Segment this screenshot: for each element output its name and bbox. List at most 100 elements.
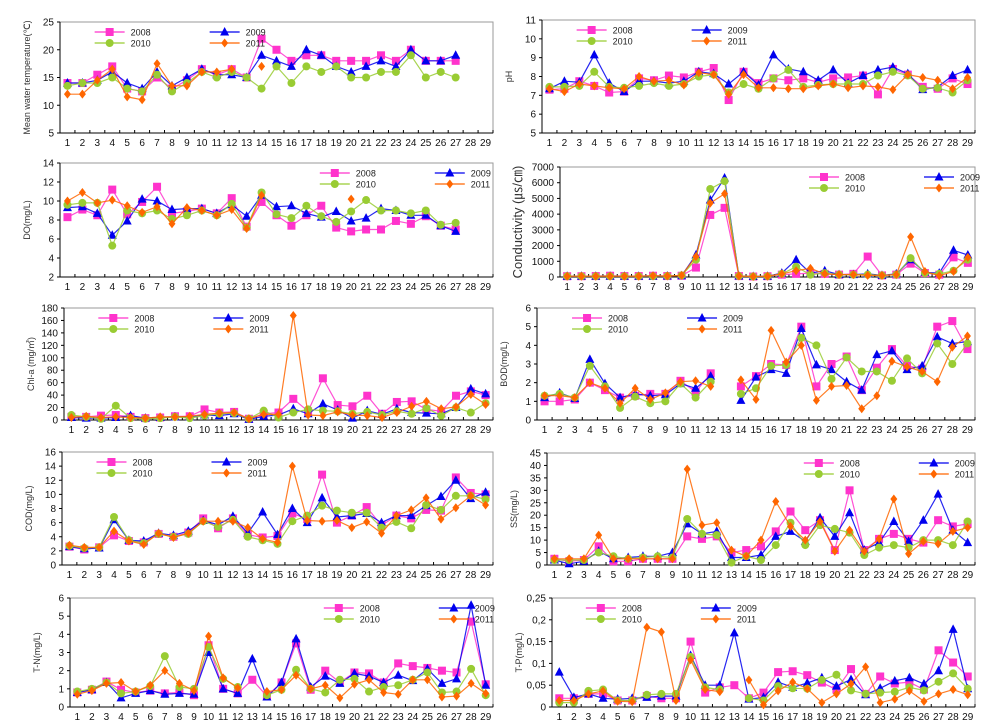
data-point-2011 bbox=[541, 391, 549, 401]
x-tick-label: 8 bbox=[659, 712, 665, 723]
x-tick-label: 12 bbox=[711, 570, 723, 581]
data-point-2010 bbox=[436, 220, 445, 229]
y-tick-label: 10 bbox=[43, 101, 55, 112]
x-tick-label: 25 bbox=[902, 138, 914, 149]
data-point-2008 bbox=[288, 509, 297, 518]
data-point-2008 bbox=[788, 667, 797, 676]
y-tick-label: 10 bbox=[45, 490, 57, 501]
y-tick-label: 0,15 bbox=[527, 637, 547, 648]
x-tick-label: 17 bbox=[305, 712, 317, 723]
data-point-2010 bbox=[876, 688, 885, 697]
y-tick-label: 25 bbox=[43, 18, 55, 29]
data-point-2010 bbox=[706, 185, 715, 193]
data-point-2010 bbox=[857, 367, 866, 376]
data-point-2008 bbox=[467, 617, 476, 626]
y-tick-label: 11 bbox=[526, 16, 537, 27]
x-tick-label: 10 bbox=[198, 570, 210, 581]
data-point-2009 bbox=[919, 678, 929, 688]
data-point-2011 bbox=[184, 528, 192, 538]
y-tick-label: 1 bbox=[58, 684, 64, 695]
legend-label: 2009 bbox=[737, 604, 757, 614]
legend-label: 2009 bbox=[723, 314, 743, 324]
y-tick-label: 8 bbox=[48, 216, 54, 227]
x-tick-label: 28 bbox=[947, 425, 959, 436]
x-tick-label: 10 bbox=[196, 138, 208, 149]
data-point-2011 bbox=[650, 76, 658, 86]
x-tick-label: 18 bbox=[800, 570, 812, 581]
legend-entry-2011: 2011 bbox=[438, 614, 494, 625]
x-tick-label: 3 bbox=[95, 138, 101, 149]
x-tick-label: 9 bbox=[186, 570, 192, 581]
data-point-2011 bbox=[918, 366, 926, 376]
data-point-2011 bbox=[649, 271, 657, 281]
data-point-2011 bbox=[680, 80, 688, 90]
x-tick-label: 7 bbox=[636, 138, 642, 149]
data-point-2010 bbox=[365, 687, 374, 696]
data-point-2010 bbox=[906, 254, 915, 263]
data-point-2010 bbox=[683, 514, 692, 523]
data-point-2009 bbox=[798, 66, 808, 76]
data-point-2011 bbox=[467, 491, 475, 501]
legend-marker bbox=[583, 325, 592, 333]
data-point-2009 bbox=[934, 665, 944, 675]
series-2011 bbox=[63, 187, 355, 234]
y-tick-label: 6000 bbox=[532, 178, 555, 189]
data-point-2009 bbox=[421, 408, 431, 417]
y-tick-label: 4 bbox=[525, 341, 531, 352]
x-tick-label: 4 bbox=[111, 570, 117, 581]
legend-entry-2010: 2010 bbox=[94, 39, 151, 49]
x-tick-label: 15 bbox=[750, 425, 762, 436]
data-point-2011 bbox=[168, 81, 176, 91]
series-line-2011 bbox=[748, 665, 968, 706]
data-point-2010 bbox=[304, 405, 313, 414]
x-tick-label: 1 bbox=[557, 712, 563, 723]
data-point-2011 bbox=[278, 685, 285, 695]
data-point-2009 bbox=[152, 196, 162, 205]
y-tick-label: 16 bbox=[45, 448, 57, 459]
data-point-2010 bbox=[391, 206, 400, 215]
data-point-2008 bbox=[664, 71, 673, 80]
data-point-2011 bbox=[707, 381, 715, 391]
data-point-2011 bbox=[571, 393, 579, 403]
x-tick-label: 2 bbox=[571, 712, 577, 723]
series-2008 bbox=[563, 203, 972, 281]
legend-label: 2008 bbox=[840, 459, 860, 469]
legend-entry-2008: 2008 bbox=[585, 604, 642, 614]
data-point-2011 bbox=[234, 683, 242, 693]
data-point-2011 bbox=[93, 198, 101, 208]
data-point-2009 bbox=[771, 531, 781, 540]
data-point-2010 bbox=[406, 51, 415, 60]
data-point-2010 bbox=[757, 556, 765, 565]
x-tick-label: 4 bbox=[118, 712, 124, 723]
data-point-2008 bbox=[289, 394, 298, 403]
x-tick-label: 23 bbox=[872, 138, 884, 149]
data-point-2011 bbox=[186, 411, 194, 421]
data-point-2011 bbox=[631, 383, 639, 393]
legend-marker bbox=[697, 313, 707, 322]
y-tick-label: 0 bbox=[540, 703, 546, 714]
data-point-2011 bbox=[123, 92, 131, 102]
x-tick-label: 4 bbox=[600, 712, 606, 723]
data-point-2011 bbox=[183, 81, 191, 91]
legend-marker bbox=[221, 457, 231, 466]
data-point-2008 bbox=[332, 56, 341, 65]
data-point-2010 bbox=[123, 206, 132, 215]
y-axis-label: Mean water temperature(℃) bbox=[22, 20, 32, 134]
x-tick-label: 22 bbox=[862, 282, 874, 293]
x-tick-label: 29 bbox=[962, 712, 974, 723]
data-point-2009 bbox=[751, 372, 761, 381]
x-tick-label: 5 bbox=[622, 282, 628, 293]
data-point-2011 bbox=[408, 401, 416, 411]
data-point-2009 bbox=[917, 360, 927, 370]
data-point-2011 bbox=[467, 389, 475, 399]
data-point-2011 bbox=[646, 394, 654, 404]
data-point-2011 bbox=[110, 526, 118, 536]
y-tick-label: 0 bbox=[50, 561, 56, 572]
data-point-2011 bbox=[380, 687, 388, 697]
x-tick-label: 29 bbox=[962, 425, 974, 436]
legend-entry-2008: 2008 bbox=[803, 459, 860, 469]
data-point-2011 bbox=[769, 83, 777, 93]
data-point-2011 bbox=[482, 399, 490, 409]
data-point-2008 bbox=[347, 227, 356, 236]
x-tick-label: 12 bbox=[226, 138, 238, 149]
